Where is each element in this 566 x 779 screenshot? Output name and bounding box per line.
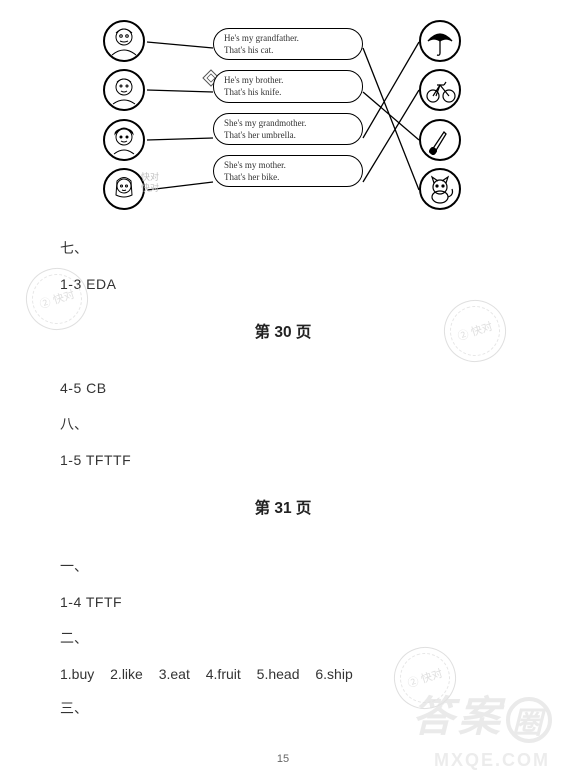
answer-line: 4-5 CB [60,380,506,396]
bicycle-icon [419,69,461,111]
page31-heading: 第 31 页 [60,496,506,518]
section-two-label: 二、 [60,628,506,648]
annotation-line: 快对 [141,172,159,183]
knife-icon [419,119,461,161]
bubble-line: He's my grandfather. [224,32,352,44]
section-seven-label: 七、 [60,238,506,258]
portrait-mother-icon [103,168,145,210]
bubble-column: He's my grandfather. That's his cat. He'… [213,28,363,187]
page30-heading: 第 30 页 [60,320,506,342]
cat-icon [419,168,461,210]
answer-line: 1-3 EDA [60,276,506,292]
matching-diagram: He's my grandfather. That's his cat. He'… [103,20,463,220]
bubble-line: That's her bike. [224,171,352,183]
page-container: He's my grandfather. That's his cat. He'… [0,0,566,779]
document-body: 七、 1-3 EDA 第 30 页 4-5 CB 八、 1-5 TFTTF 第 … [60,238,506,718]
speech-bubble: She's my grandmother. That's her umbrell… [213,113,363,145]
bubble-line: She's my mother. [224,159,352,171]
answer-line: 1-4 TFTF [60,594,506,610]
speech-bubble: He's my brother. That's his knife. [213,70,363,102]
stamp-text: ② 快对 [455,318,494,344]
answer-line: 1-5 TFTTF [60,452,506,468]
section-eight-label: 八、 [60,414,506,434]
vocab-item: 5.head [257,666,300,682]
bubble-line: That's her umbrella. [224,129,352,141]
vocab-item: 3.eat [159,666,190,682]
watermark-circle-char: 圈 [506,697,552,743]
diagram-annotation: 快对 快对 [141,172,159,194]
bubble-line: She's my grandmother. [224,117,352,129]
annotation-line: 快对 [141,183,159,194]
section-one-label: 一、 [60,556,506,576]
stamp-text: ② 快对 [37,286,76,312]
portrait-grandfather-icon [103,20,145,62]
vocab-item: 6.ship [315,666,352,682]
vocab-item: 4.fruit [206,666,241,682]
bubble-line: That's his cat. [224,44,352,56]
speech-bubble: She's my mother. That's her bike. [213,155,363,187]
bubble-line: That's his knife. [224,86,352,98]
portrait-grandmother-icon [103,119,145,161]
right-object-column [419,20,463,210]
portrait-brother-icon [103,69,145,111]
bubble-line: He's my brother. [224,74,352,86]
page-number: 15 [0,753,566,765]
speech-bubble: He's my grandfather. That's his cat. [213,28,363,60]
vocab-item: 1.buy [60,666,94,682]
vocab-item: 2.like [110,666,143,682]
stamp-text: ② 快对 [405,665,444,691]
umbrella-icon [419,20,461,62]
